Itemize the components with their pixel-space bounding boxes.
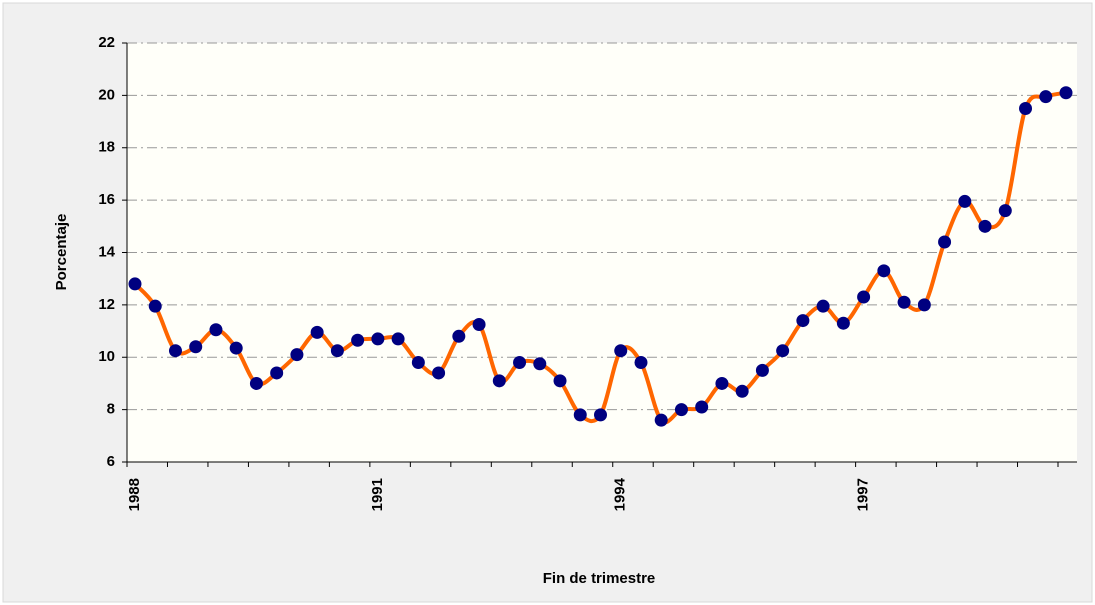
data-marker bbox=[735, 384, 749, 398]
data-marker bbox=[654, 413, 668, 427]
data-marker bbox=[614, 344, 628, 358]
x-tick-label: 1991 bbox=[369, 478, 386, 511]
x-tick-label: 1997 bbox=[855, 478, 872, 511]
data-marker bbox=[958, 194, 972, 208]
data-marker bbox=[674, 403, 688, 417]
data-marker bbox=[249, 376, 263, 390]
data-marker bbox=[715, 376, 729, 390]
data-marker bbox=[452, 329, 466, 343]
data-marker bbox=[411, 355, 425, 369]
data-marker bbox=[836, 316, 850, 330]
data-marker bbox=[513, 355, 527, 369]
data-marker bbox=[351, 333, 365, 347]
y-tick-label: 8 bbox=[107, 401, 115, 418]
data-marker bbox=[533, 357, 547, 371]
data-marker bbox=[553, 374, 567, 388]
data-marker bbox=[938, 235, 952, 249]
y-tick-label: 22 bbox=[98, 34, 115, 51]
data-marker bbox=[168, 344, 182, 358]
data-marker bbox=[594, 408, 607, 422]
data-marker bbox=[816, 299, 830, 313]
y-tick-label: 20 bbox=[98, 86, 115, 103]
data-marker bbox=[695, 400, 709, 414]
data-marker bbox=[371, 332, 385, 346]
data-marker bbox=[472, 318, 486, 332]
data-marker bbox=[857, 290, 871, 304]
data-marker bbox=[917, 298, 931, 312]
data-marker bbox=[432, 366, 446, 380]
x-tick-label: 1994 bbox=[612, 477, 629, 511]
data-marker bbox=[796, 314, 810, 328]
data-marker bbox=[391, 332, 405, 346]
data-marker bbox=[897, 295, 911, 309]
data-marker bbox=[634, 355, 648, 369]
data-marker bbox=[189, 340, 203, 354]
data-marker bbox=[209, 323, 223, 337]
data-marker bbox=[755, 363, 769, 377]
y-axis-title: Porcentaje bbox=[53, 214, 70, 291]
y-tick-label: 12 bbox=[98, 296, 115, 313]
y-tick-label: 18 bbox=[98, 139, 115, 156]
data-marker bbox=[978, 219, 992, 233]
data-marker bbox=[776, 344, 790, 358]
data-marker bbox=[330, 344, 344, 358]
data-marker bbox=[310, 325, 324, 339]
y-tick-label: 16 bbox=[98, 191, 115, 208]
data-marker bbox=[1019, 101, 1033, 115]
data-marker bbox=[492, 374, 506, 388]
data-marker bbox=[229, 341, 243, 355]
data-marker bbox=[998, 204, 1012, 218]
data-marker bbox=[128, 277, 142, 291]
data-marker bbox=[148, 299, 162, 313]
data-marker bbox=[573, 408, 587, 422]
data-marker bbox=[1039, 90, 1053, 104]
x-tick-label: 1988 bbox=[126, 478, 143, 511]
data-marker bbox=[290, 348, 304, 362]
x-axis-title: Fin de trimestre bbox=[543, 570, 656, 587]
data-marker bbox=[877, 264, 891, 278]
y-tick-label: 10 bbox=[98, 348, 115, 365]
y-tick-label: 6 bbox=[107, 453, 115, 470]
data-marker bbox=[1059, 86, 1073, 100]
y-tick-label: 14 bbox=[98, 243, 115, 260]
data-marker bbox=[270, 366, 284, 380]
